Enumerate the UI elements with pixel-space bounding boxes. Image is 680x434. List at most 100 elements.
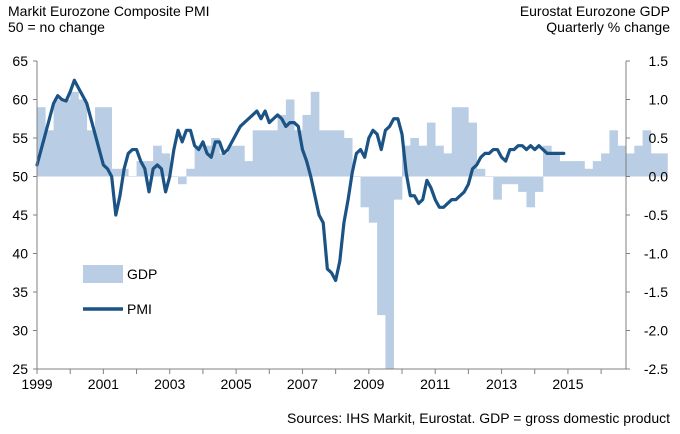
left-tick-label: 60 — [12, 92, 28, 108]
gdp-bar — [601, 153, 610, 177]
gdp-bar — [103, 107, 112, 177]
gdp-bar — [393, 176, 403, 200]
gdp-bar — [526, 176, 536, 208]
x-tick-label: 1999 — [21, 376, 52, 392]
gdp-bar — [352, 176, 361, 177]
gdp-bar — [343, 138, 353, 177]
gdp-bar — [244, 161, 253, 177]
gdp-bar — [551, 153, 560, 177]
x-tick-label: 2015 — [552, 376, 583, 392]
gdp-bar — [95, 107, 104, 177]
gdp-bar — [194, 145, 204, 177]
gdp-bar — [435, 145, 444, 177]
gdp-bar — [285, 99, 295, 177]
gdp-bar — [418, 145, 428, 177]
legend-gdp-swatch — [83, 265, 123, 283]
gdp-bar — [534, 176, 544, 192]
gdp-bar — [460, 107, 469, 177]
gdp-bar — [634, 145, 643, 177]
gdp-bar — [335, 130, 345, 177]
gdp-bar — [37, 107, 46, 177]
left-tick-label: 40 — [12, 246, 28, 262]
gdp-bar — [310, 91, 320, 177]
right-title-line1: Eurostat Eurozone GDP — [519, 3, 670, 19]
gdp-bar — [410, 138, 419, 177]
legend-gdp-label: GDP — [127, 266, 157, 282]
gdp-bar — [592, 161, 602, 177]
x-tick-label: 2009 — [353, 376, 384, 392]
gdp-bar — [368, 176, 378, 223]
gdp-bar — [493, 176, 502, 200]
x-tick-label: 2001 — [88, 376, 119, 392]
left-title-line1: Markit Eurozone Composite PMI — [8, 3, 210, 19]
left-tick-label: 45 — [12, 207, 28, 223]
gdp-bar — [86, 130, 96, 177]
right-tick-label: -0.5 — [644, 207, 668, 223]
gdp-bar — [327, 130, 336, 177]
gdp-bar — [236, 145, 245, 177]
gdp-bar — [269, 130, 278, 177]
gdp-bar — [186, 168, 195, 177]
gdp-bar — [53, 99, 63, 177]
gdp-bar — [319, 130, 328, 177]
gdp-bar — [642, 130, 652, 177]
gdp-bar — [468, 122, 477, 177]
gdp-bar — [609, 130, 619, 177]
gdp-bar — [360, 176, 370, 208]
right-axis-title: Eurostat Eurozone GDP Quarterly % change — [520, 3, 670, 35]
right-tick-label: 0.5 — [649, 130, 669, 146]
left-tick-label: 50 — [12, 169, 28, 185]
x-tick-label: 2005 — [221, 376, 252, 392]
left-tick-label: 30 — [12, 323, 28, 339]
gdp-bar — [385, 176, 395, 369]
gdp-bar — [61, 99, 71, 177]
gdp-bar — [161, 153, 171, 177]
gdp-bar — [501, 176, 511, 185]
legend-pmi-label: PMI — [127, 301, 152, 317]
gdp-bar — [227, 145, 237, 177]
gdp-bar — [426, 122, 436, 177]
gdp-bar — [45, 130, 54, 177]
gdp-bar — [377, 176, 386, 316]
gdp-bar — [650, 153, 660, 177]
gdp-bar — [559, 161, 569, 177]
x-tick-label: 2003 — [154, 376, 185, 392]
gdp-bars — [37, 91, 668, 369]
gdp-bar — [294, 130, 303, 177]
gdp-bar — [219, 153, 229, 177]
gdp-bar — [451, 107, 461, 177]
gdp-bar — [169, 176, 179, 177]
right-tick-label: -1.0 — [644, 246, 668, 262]
gdp-bar — [617, 145, 627, 177]
right-tick-label: -2.5 — [644, 361, 668, 377]
right-tick-label: -1.5 — [644, 284, 668, 300]
gdp-bar — [252, 130, 262, 177]
x-tick-label: 2011 — [420, 376, 450, 392]
gdp-bar — [178, 176, 187, 185]
right-title-line2: Quarterly % change — [546, 19, 670, 35]
left-tick-label: 55 — [12, 130, 28, 146]
x-tick-label: 2007 — [287, 376, 318, 392]
gdp-bar — [509, 176, 519, 185]
gdp-bar — [277, 114, 287, 177]
gdp-bar — [144, 161, 154, 177]
gdp-bar — [626, 153, 635, 177]
pmi-series-line — [35, 78, 566, 283]
legend: GDP PMI — [83, 265, 157, 317]
right-tick-label: 1.0 — [649, 92, 669, 108]
gdp-bar — [78, 99, 88, 177]
x-tick-label: 2013 — [486, 376, 517, 392]
gdp-bar — [567, 161, 577, 177]
right-tick-label: 0.0 — [649, 169, 669, 185]
gdp-bar — [70, 91, 79, 177]
gdp-bar — [111, 168, 121, 177]
gdp-bar — [260, 130, 270, 177]
gdp-bar — [518, 176, 527, 192]
gdp-bar — [443, 153, 453, 177]
gdp-bar — [153, 145, 162, 177]
gdp-bar — [202, 145, 212, 177]
right-tick-label: -2.0 — [644, 323, 668, 339]
source-note: Sources: IHS Markit, Eurostat. GDP = gro… — [287, 410, 670, 426]
axis-ticks: 25 30 35 40 45 50 55 60 65 -2.5 -2.0 -1.5 -1.0 -0.5 0.… — [12, 53, 668, 392]
